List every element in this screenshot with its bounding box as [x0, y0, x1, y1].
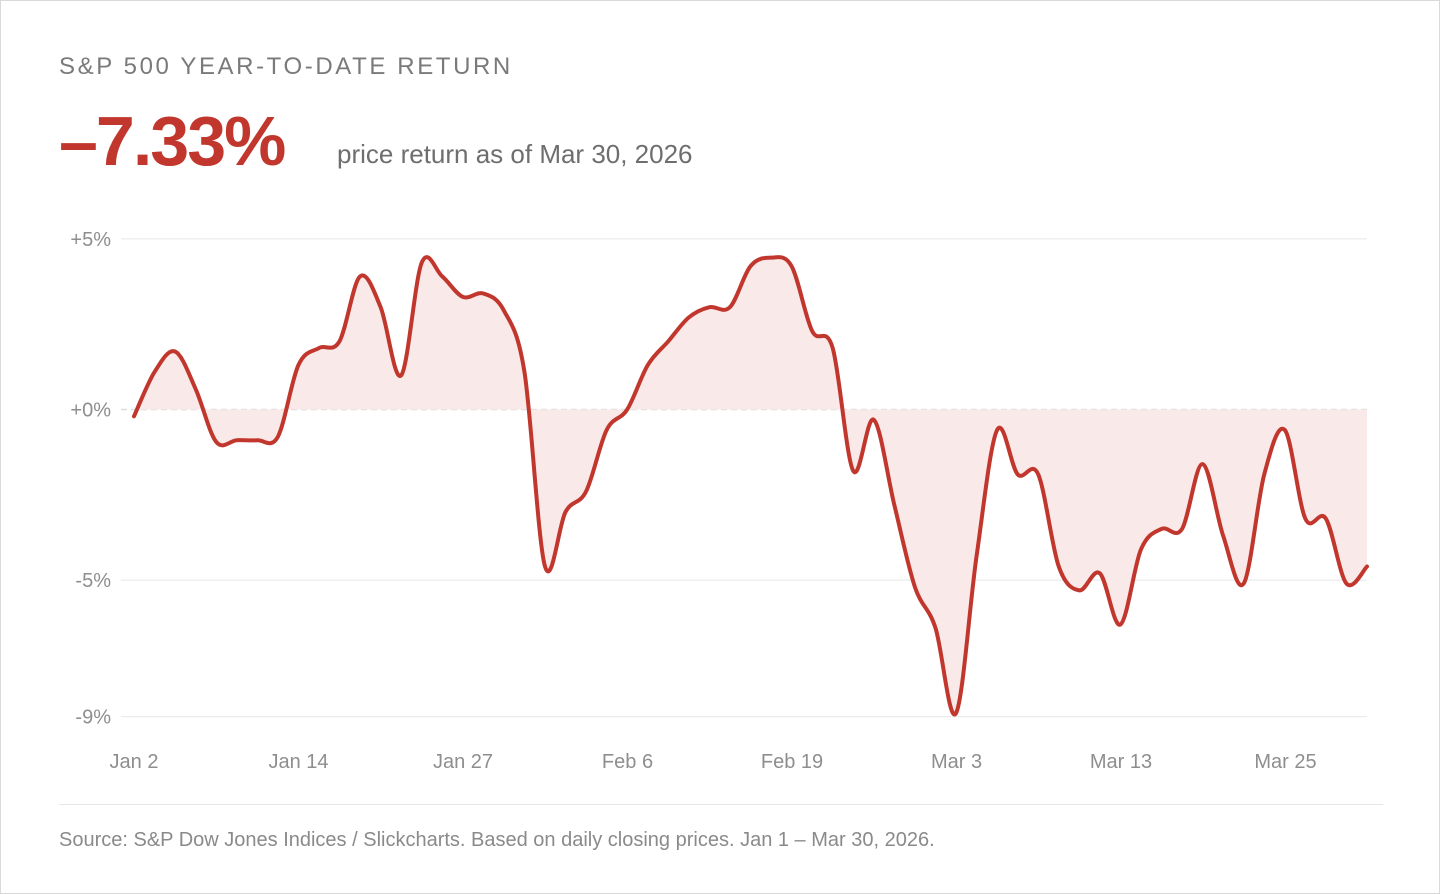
y-tick-label-3: -9%	[75, 707, 111, 729]
ytd-return-value: –7.33%	[59, 102, 286, 180]
return-series-line	[132, 255, 1369, 717]
area-fill-layer	[134, 257, 1367, 715]
y-axis-tick-labels: +5% +0% -5% -9%	[70, 229, 111, 729]
x-tick-label-0: Jan 2	[110, 751, 159, 773]
x-tick-label-1: Jan 14	[268, 751, 328, 773]
x-tick-label-7: Mar 25	[1254, 751, 1316, 773]
ytd-return-caption: price return as of Mar 30, 2026	[337, 139, 693, 169]
footer-divider	[59, 804, 1383, 805]
chart-eyebrow-title: S&P 500 YEAR-TO-DATE RETURN	[59, 53, 513, 80]
x-tick-label-2: Jan 27	[433, 751, 493, 773]
y-tick-label-2: -5%	[75, 570, 111, 592]
x-axis-tick-labels: Jan 2 Jan 14 Jan 27 Feb 6 Feb 19 Mar 3 Mar 13 M…	[110, 751, 1317, 773]
x-tick-label-4: Feb 19	[761, 751, 823, 773]
x-tick-label-3: Feb 6	[602, 751, 653, 773]
x-tick-label-5: Mar 3	[931, 751, 982, 773]
source-note: Source: S&P Dow Jones Indices / Slickcha…	[59, 829, 935, 851]
y-tick-label-0: +5%	[70, 229, 111, 251]
y-tick-label-1: +0%	[70, 400, 111, 422]
series-line-layer	[132, 255, 1369, 717]
x-tick-label-6: Mar 13	[1090, 751, 1152, 773]
return-area-fill	[134, 257, 1367, 715]
